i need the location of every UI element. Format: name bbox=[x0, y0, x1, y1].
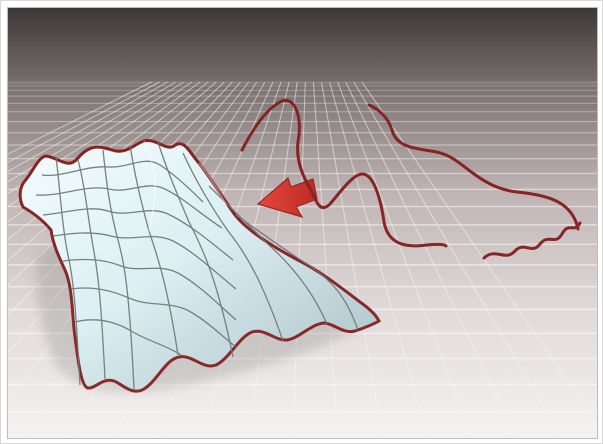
lighting-overlay bbox=[8, 8, 597, 438]
render-viewport bbox=[7, 7, 598, 439]
scene-svg bbox=[8, 8, 597, 438]
